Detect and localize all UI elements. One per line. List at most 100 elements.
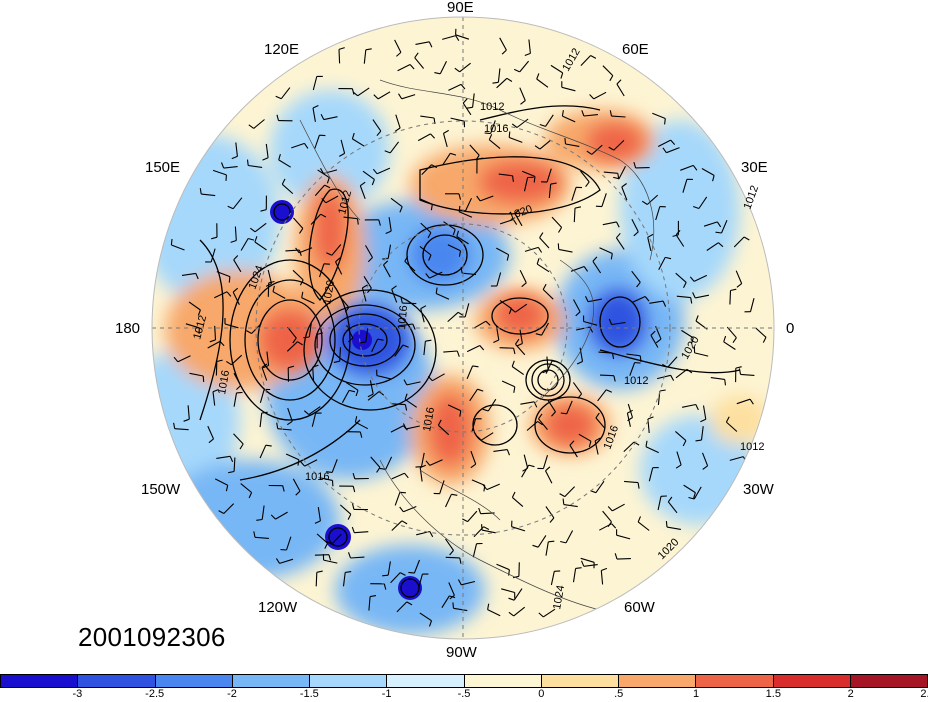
wind-barb-flag xyxy=(404,404,408,411)
wind-barb-flag xyxy=(304,143,309,149)
wind-barb xyxy=(414,57,425,69)
wind-barb-flag xyxy=(608,318,613,325)
isobar-label: 1016 xyxy=(216,369,232,395)
wind-barb xyxy=(615,237,625,250)
wind-barb xyxy=(359,185,366,199)
wind-barb xyxy=(623,441,635,453)
colorbar xyxy=(0,674,928,688)
wind-barb-flag xyxy=(670,139,676,145)
wind-barb-flag xyxy=(248,237,255,241)
wind-barb-flag xyxy=(414,52,419,59)
wind-barb xyxy=(177,355,191,363)
wind-barb-flag xyxy=(693,492,696,499)
wind-barb xyxy=(462,102,472,116)
wind-barb-flag xyxy=(575,311,581,317)
wind-barb xyxy=(595,417,606,429)
wind-barb-flag xyxy=(647,233,654,238)
wind-barb xyxy=(214,478,228,486)
wind-barb-flag xyxy=(478,507,482,514)
wind-barb xyxy=(445,538,454,551)
wind-barb xyxy=(616,83,625,97)
wind-barb xyxy=(312,367,315,382)
wind-barb-flag xyxy=(281,178,286,185)
wind-barb xyxy=(749,298,755,312)
wind-barb-flag xyxy=(512,175,514,182)
wind-barb-flag xyxy=(470,463,477,469)
wind-barb xyxy=(223,166,238,169)
wind-barb xyxy=(599,247,613,255)
wind-barb xyxy=(720,219,728,234)
wind-barb xyxy=(683,484,696,494)
wind-barb-flag xyxy=(488,134,493,140)
wind-barb-flag xyxy=(229,456,234,463)
wind-barb xyxy=(325,195,339,204)
wind-barb-flag xyxy=(462,518,468,523)
wind-barb xyxy=(569,444,578,458)
wind-barb-flag xyxy=(633,231,639,237)
colorbar-swatch xyxy=(78,675,156,687)
wind-barb xyxy=(253,119,265,129)
wind-barb-flag xyxy=(227,205,234,210)
wind-barb xyxy=(189,372,204,377)
wind-barb-flag xyxy=(347,513,352,520)
wind-barb xyxy=(600,570,604,585)
wind-barb-flag xyxy=(209,339,216,343)
wind-barb xyxy=(171,244,185,251)
wind-barb-flag xyxy=(723,335,727,342)
wind-barb xyxy=(498,173,513,177)
wind-barb-flag xyxy=(512,575,520,579)
wind-barb xyxy=(528,39,531,54)
wind-barb-flag xyxy=(328,554,332,561)
wind-barb xyxy=(667,501,678,514)
wind-barb-flag xyxy=(254,236,258,243)
wind-barb-flag xyxy=(452,602,455,609)
wind-barb xyxy=(439,60,447,75)
wind-barb-flag xyxy=(682,440,687,447)
colorbar-tick-label: -1.5 xyxy=(299,688,319,700)
wind-barb-flag xyxy=(409,64,415,70)
lon-label-90e: 90E xyxy=(447,0,474,16)
wind-barb xyxy=(570,265,585,272)
wind-barb xyxy=(486,483,500,491)
wind-barb-flag xyxy=(712,175,715,182)
wind-barb xyxy=(435,292,450,300)
wind-barb-flag xyxy=(412,323,416,330)
wind-barb xyxy=(624,480,639,484)
wind-barb xyxy=(602,510,612,523)
wind-barb xyxy=(448,582,455,596)
wind-barb xyxy=(314,135,320,149)
wind-barb-flag xyxy=(627,409,633,414)
wind-barb xyxy=(676,451,682,466)
wind-barb-flag xyxy=(401,520,408,525)
wind-barb xyxy=(602,65,614,76)
colorbar-swatch xyxy=(232,675,310,687)
wind-barb xyxy=(599,374,614,377)
wind-barb-flag xyxy=(534,145,541,150)
wind-barb-flag xyxy=(220,162,225,169)
wind-barb xyxy=(342,572,346,587)
wind-barb xyxy=(439,480,445,494)
wind-barb xyxy=(501,380,516,388)
wind-barb-flag xyxy=(383,260,389,266)
wind-barb xyxy=(680,164,694,171)
wind-barb xyxy=(391,289,398,303)
wind-barb-flag xyxy=(345,571,352,573)
wind-barb-flag xyxy=(430,133,435,139)
wind-barb-flag xyxy=(354,416,358,423)
wind-barb xyxy=(311,413,317,427)
wind-barb-flag xyxy=(690,337,694,344)
wind-barb-flag xyxy=(637,516,642,523)
wind-barb xyxy=(281,183,294,195)
wind-barb-flag xyxy=(456,230,460,237)
wind-barb xyxy=(261,367,268,381)
wind-barb-flag xyxy=(378,219,381,226)
wind-barb xyxy=(469,388,478,402)
lon-label-90w: 90W xyxy=(446,644,477,661)
wind-barb-flag xyxy=(595,412,600,419)
wind-barb-flag xyxy=(249,227,256,233)
lon-label-150e: 150E xyxy=(145,159,181,176)
wind-barb-flag xyxy=(675,464,682,469)
isobar-label: 1012 xyxy=(740,441,764,453)
wind-barb xyxy=(292,269,304,281)
wind-barb-flag xyxy=(730,288,737,292)
